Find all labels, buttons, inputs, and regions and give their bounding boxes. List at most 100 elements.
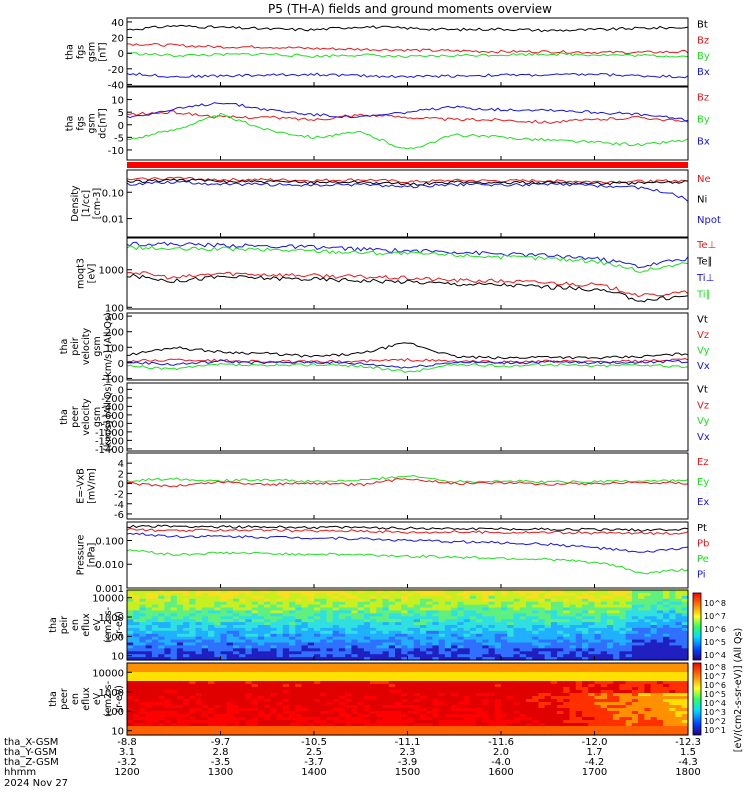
spectrogram-cell — [295, 678, 303, 682]
spectrogram-cell — [588, 723, 596, 727]
spectrogram-cell — [550, 604, 558, 609]
spectrogram-cell — [176, 651, 184, 655]
spectrogram-cell — [432, 595, 440, 600]
spectrogram-cell — [494, 696, 502, 700]
spectrogram-cell — [151, 648, 159, 652]
spectrogram-cell — [407, 601, 415, 606]
spectrogram-cell — [233, 607, 240, 611]
spectrogram-cell — [264, 732, 271, 736]
spectrogram-cell — [644, 663, 652, 667]
spectrogram-cell — [264, 702, 271, 706]
spectrogram-cell — [451, 607, 458, 611]
spectrogram-cell — [226, 651, 234, 655]
spectrogram-cell — [276, 693, 284, 697]
spectrogram-cell — [314, 630, 321, 635]
spectrogram-cell — [345, 616, 352, 620]
spectrogram-cell — [226, 714, 234, 718]
spectrogram-cell — [501, 604, 508, 609]
spectrogram-cell — [251, 678, 259, 682]
spectrogram-cell — [519, 696, 527, 700]
spectrogram-cell — [151, 590, 159, 594]
spectrogram-cell — [145, 687, 153, 691]
spectrogram-cell — [276, 633, 284, 638]
spectrogram-cell — [170, 732, 178, 736]
spectrogram-cell — [544, 595, 552, 600]
spectrogram-cell — [282, 651, 290, 655]
spectrogram-cell — [426, 610, 433, 614]
spectrogram-cell — [582, 616, 589, 620]
spectrogram-cell — [501, 729, 508, 733]
spectrogram-cell — [594, 622, 602, 626]
spectrogram-cell — [532, 669, 539, 673]
spectrogram-cell — [613, 642, 620, 646]
spectrogram-cell — [525, 654, 533, 658]
spectrogram-cell — [320, 687, 327, 691]
spectrogram-cell — [233, 666, 240, 670]
spectrogram-cell — [600, 592, 608, 597]
spectrogram-cell — [644, 684, 652, 688]
spectrogram-cell — [307, 592, 315, 597]
spectrogram-cell — [488, 622, 496, 626]
spectrogram-cell — [488, 651, 496, 655]
spectrogram-cell — [413, 726, 421, 730]
spectrogram-cell — [176, 669, 184, 673]
spectrogram-cell — [631, 639, 639, 644]
spectrogram-cell — [314, 622, 321, 626]
spectrogram-cell — [176, 610, 184, 614]
spectrogram-cell — [513, 720, 521, 724]
spectrogram-cell — [220, 714, 228, 718]
spectrogram-cell — [582, 619, 589, 623]
spectrogram-cell — [176, 630, 184, 635]
spectrogram-cell — [631, 720, 639, 724]
spectrogram-cell — [407, 619, 415, 623]
spectrogram-cell — [413, 663, 421, 667]
spectrogram-cell — [407, 654, 415, 658]
spectrogram-cell — [675, 732, 683, 736]
spectrogram-cell — [525, 732, 533, 736]
spectrogram-cell — [607, 699, 614, 703]
spectrogram-cell — [432, 693, 440, 697]
spectrogram-cell — [525, 642, 533, 646]
spectrogram-cell — [139, 684, 147, 688]
spectrogram-cell — [370, 625, 377, 629]
spectrogram-cell — [494, 633, 502, 638]
spectrogram-cell — [282, 636, 290, 641]
spectrogram-cell — [607, 729, 614, 733]
spectrogram-cell — [282, 693, 290, 697]
spectrogram-cell — [507, 601, 514, 606]
spectrogram-cell — [469, 622, 477, 626]
spectrogram-cell — [513, 642, 521, 646]
spectrogram-cell — [307, 672, 315, 676]
spectrogram-cell — [463, 687, 471, 691]
spectrogram-cell — [451, 622, 458, 626]
spectrogram-cell — [625, 613, 633, 617]
spectrogram-cell — [189, 711, 197, 715]
spectrogram-cell — [139, 639, 147, 644]
spectrogram-cell — [395, 720, 402, 724]
spectrogram-cell — [420, 595, 427, 600]
spectrogram-cell — [426, 648, 433, 652]
spectrogram-cell — [189, 708, 197, 712]
spectrogram-cell — [538, 627, 546, 632]
spectrogram-cell — [282, 592, 290, 597]
spectrogram-cell — [320, 684, 327, 688]
spectrogram-cell — [133, 654, 140, 658]
spectrogram-cell — [264, 627, 271, 632]
spectrogram-cell — [407, 681, 415, 685]
spectrogram-cell — [239, 595, 246, 600]
spectrogram-cell — [656, 663, 664, 667]
spectrogram-cell — [270, 590, 278, 594]
spectrogram-cell — [133, 696, 140, 700]
spectrogram-cell — [532, 708, 539, 712]
spectrogram-cell — [513, 627, 521, 632]
spectrogram-cell — [525, 723, 533, 727]
spectrogram-cell — [401, 669, 409, 673]
spectrogram-cell — [451, 702, 458, 706]
y-tick-label: 0.100 — [95, 536, 124, 547]
spectrogram-cell — [607, 720, 614, 724]
spectrogram-cell — [189, 604, 197, 609]
spectrogram-cell — [619, 717, 627, 721]
spectrogram-cell — [488, 590, 496, 594]
spectrogram-cell — [607, 726, 614, 730]
spectrogram-cell — [538, 684, 546, 688]
